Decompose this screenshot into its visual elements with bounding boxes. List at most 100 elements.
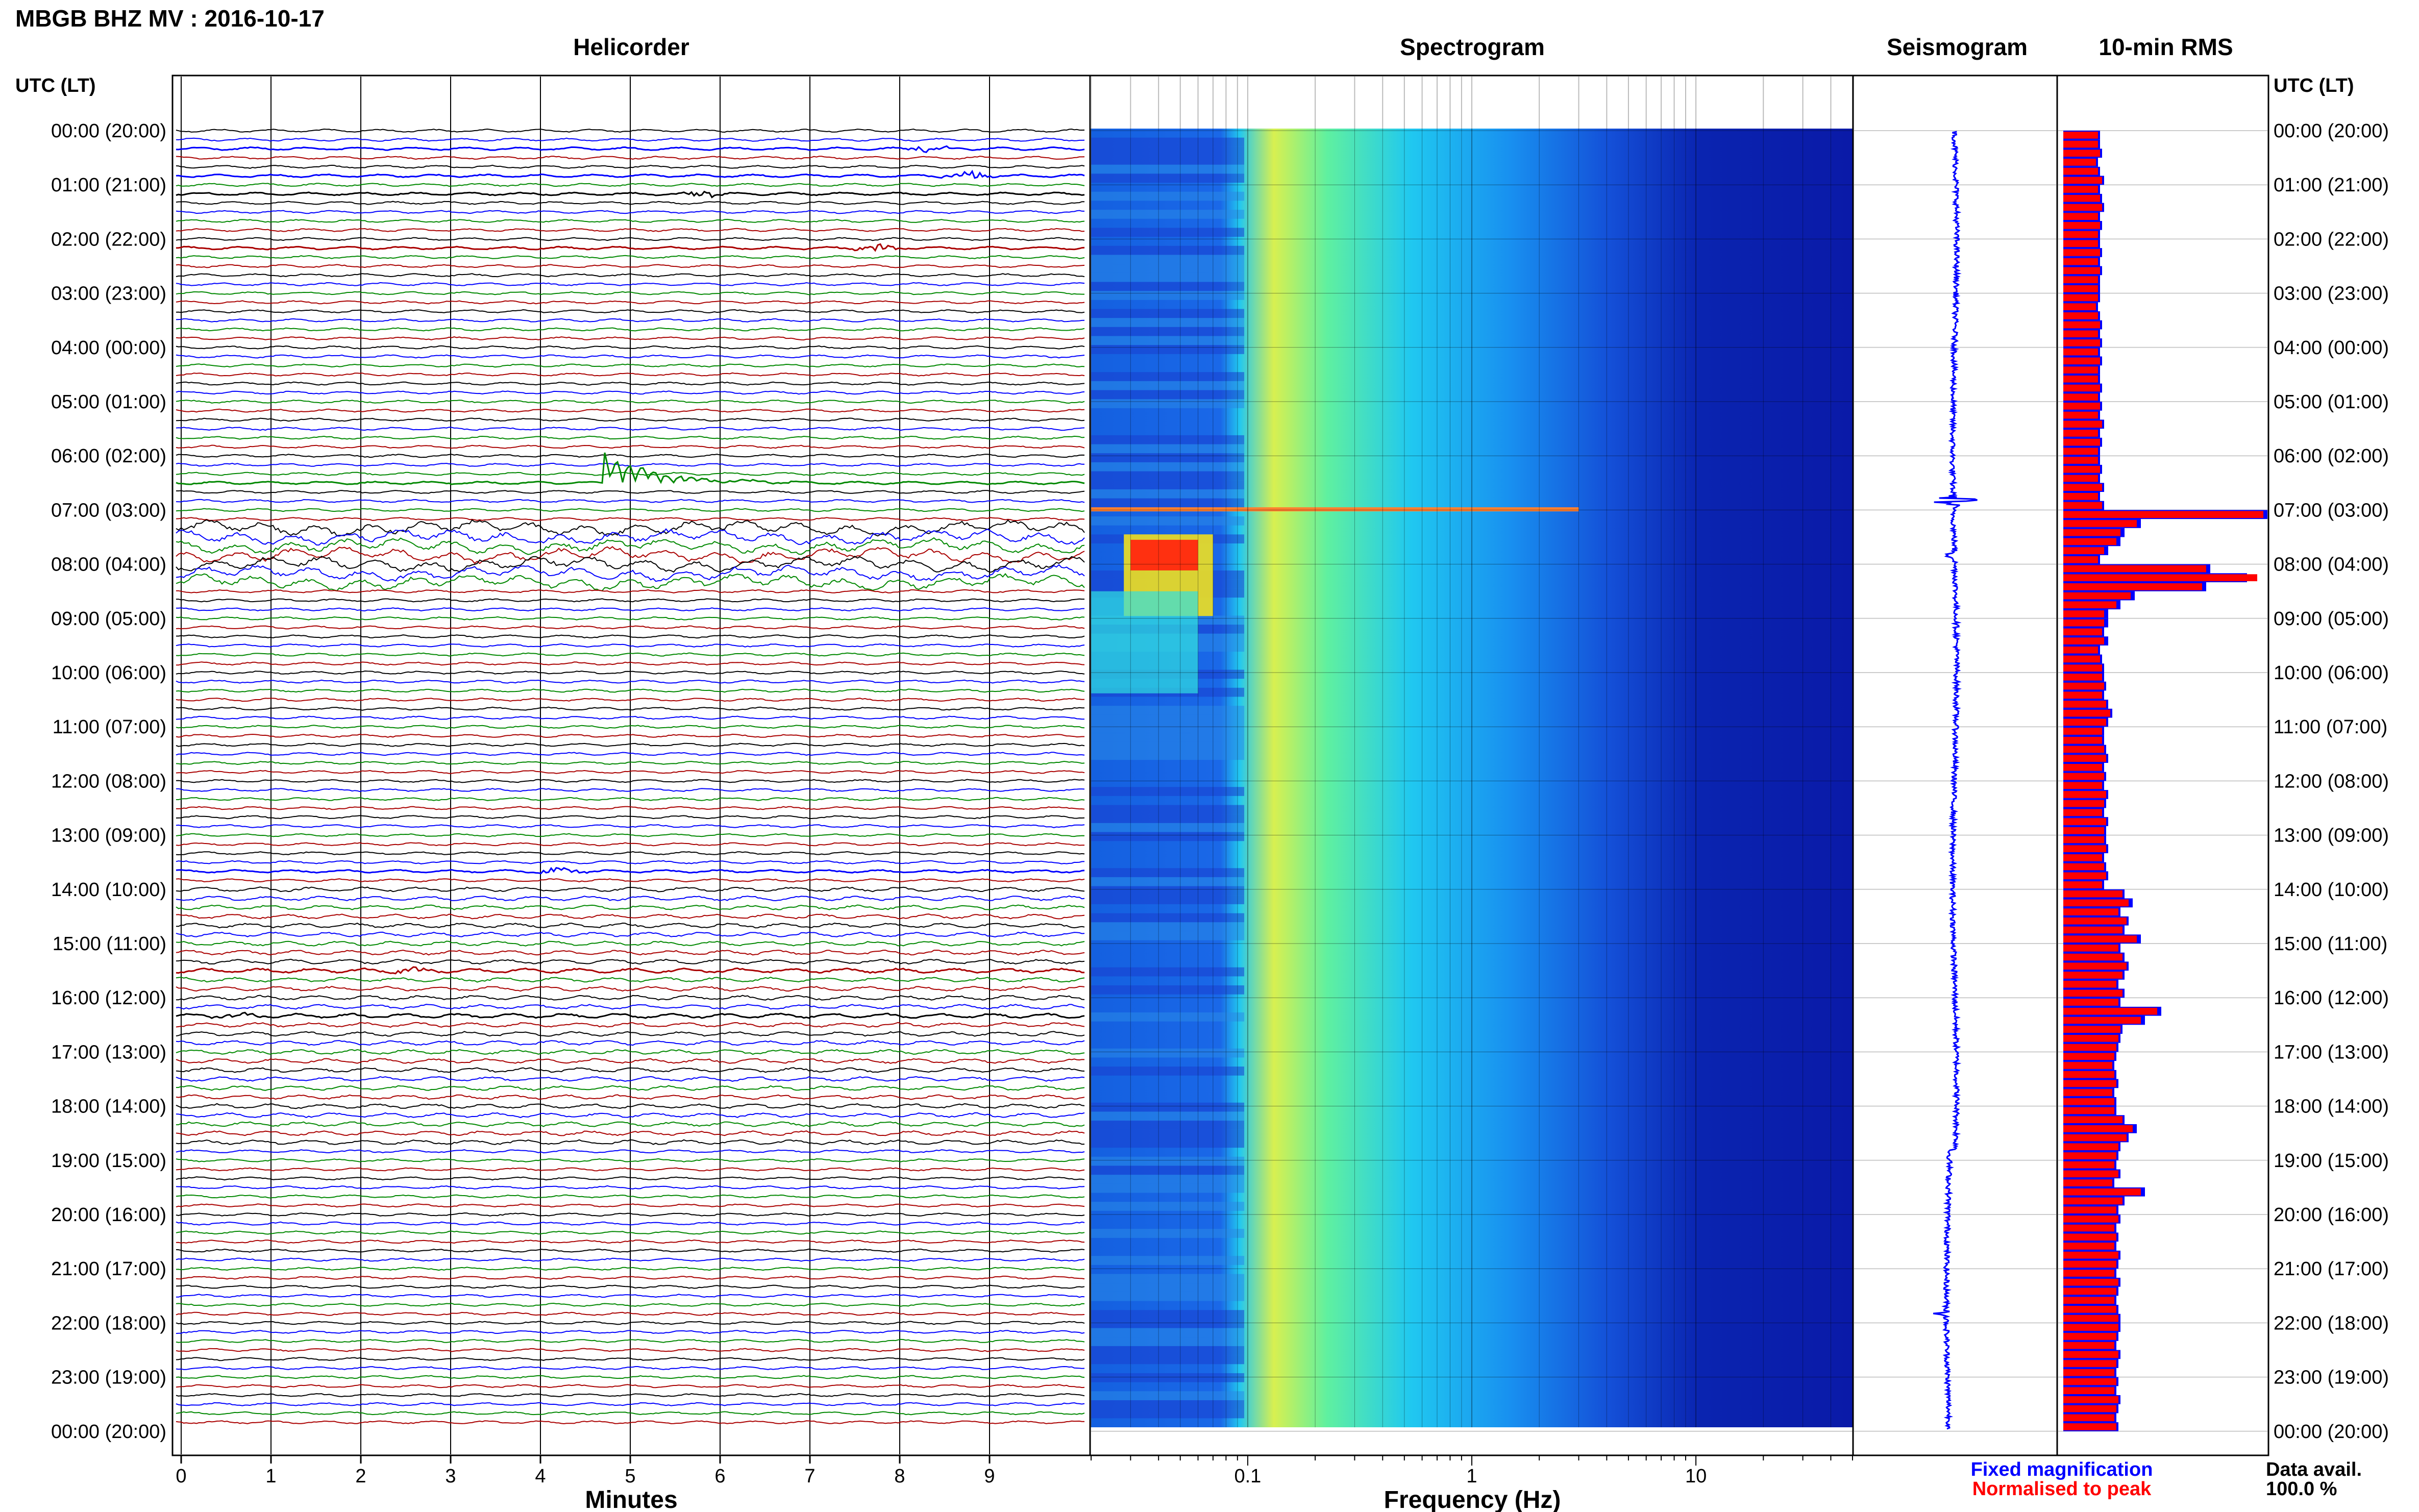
rms-bar-normalised xyxy=(2063,538,2116,546)
spectrogram-row-band xyxy=(1091,372,1244,381)
rms-bar-normalised xyxy=(2063,204,2102,211)
helicorder-trace xyxy=(176,1085,1085,1091)
helicorder-trace xyxy=(176,1094,1085,1100)
spectrogram-row-band xyxy=(1091,1175,1244,1184)
spectrogram-row-band xyxy=(1091,733,1244,742)
time-label-left: 01:00 (21:00) xyxy=(51,175,166,196)
rms-bar-normalised xyxy=(2063,1306,2116,1313)
spectrogram-row-band xyxy=(1091,1310,1244,1319)
time-label-right: 06:00 (02:00) xyxy=(2274,445,2389,467)
helicorder-trace xyxy=(176,190,1085,199)
helicorder-trace xyxy=(176,679,1085,684)
helicorder-x-tick-label: 6 xyxy=(714,1466,725,1487)
rms-bar-normalised xyxy=(2063,619,2104,627)
rms-bar-normalised xyxy=(2063,592,2131,600)
helicorder-trace xyxy=(176,1158,1085,1162)
spectrogram-row-band xyxy=(1091,814,1244,823)
spectrogram-row-band xyxy=(1091,823,1244,832)
helicorder-trace xyxy=(176,1058,1085,1064)
helicorder-trace xyxy=(176,164,1085,169)
time-label-right: 04:00 (00:00) xyxy=(2274,337,2389,359)
rms-bar-normalised xyxy=(2063,1324,2118,1331)
rms-panel xyxy=(2056,75,2269,1456)
helicorder-trace xyxy=(176,417,1085,422)
helicorder-trace xyxy=(176,508,1085,512)
helicorder-trace xyxy=(176,788,1085,792)
rms-grid xyxy=(2058,130,2267,1432)
helicorder-trace xyxy=(176,472,1085,476)
rms-bar-normalised xyxy=(2063,411,2098,419)
spectrogram-x-tick-label: 10 xyxy=(1685,1466,1707,1487)
rms-bar-normalised xyxy=(2063,1161,2114,1169)
rms-bar-normalised xyxy=(2063,393,2098,401)
rms-bar-normalised xyxy=(2063,1089,2112,1096)
rms-bar-normalised xyxy=(2063,222,2100,229)
time-label-right: 00:00 (20:00) xyxy=(2274,120,2389,142)
helicorder-trace xyxy=(176,1212,1085,1217)
time-label-right: 18:00 (14:00) xyxy=(2274,1096,2389,1118)
spectrogram-row-band xyxy=(1091,453,1244,462)
helicorder-trace xyxy=(176,752,1085,756)
rms-bar-normalised xyxy=(2063,863,2104,871)
rms-bar-normalised xyxy=(2063,908,2118,915)
rms-bar-normalised xyxy=(2063,1170,2118,1178)
rms-bar-normalised xyxy=(2063,989,2122,997)
spectrogram-row-band xyxy=(1091,1319,1244,1328)
helicorder-x-tick-label: 8 xyxy=(894,1466,905,1487)
helicorder-trace xyxy=(176,228,1085,232)
rms-bar-normalised xyxy=(2063,818,2106,825)
helicorder-trace xyxy=(176,931,1085,938)
time-label-left: 16:00 (12:00) xyxy=(51,987,166,1009)
helicorder-trace xyxy=(176,1275,1085,1280)
rms-bar-normalised xyxy=(2063,691,2102,699)
spectrogram-row-band xyxy=(1091,173,1244,183)
helicorder-trace xyxy=(176,273,1085,278)
helicorder-trace xyxy=(176,1230,1085,1235)
helicorder-trace xyxy=(176,1402,1085,1406)
rms-bar-normalised xyxy=(2063,484,2102,491)
helicorder-traces xyxy=(176,128,1085,1425)
data-avail-label: Data avail. xyxy=(2266,1459,2362,1480)
rms-bar-normalised xyxy=(2063,674,2102,681)
helicorder-trace xyxy=(176,327,1085,332)
spectrogram-row-band xyxy=(1091,444,1244,454)
rms-bar-normalised xyxy=(2063,1233,2116,1241)
helicorder-trace xyxy=(176,309,1085,314)
helicorder-trace xyxy=(176,1039,1085,1046)
rms-bar-normalised xyxy=(2063,926,2122,934)
helicorder-trace xyxy=(176,797,1085,801)
time-label-right: 19:00 (15:00) xyxy=(2274,1150,2389,1172)
spectrogram-row-band xyxy=(1091,282,1244,291)
spectrogram-row-band xyxy=(1091,245,1244,255)
helicorder-trace xyxy=(176,1267,1085,1271)
helicorder-trace xyxy=(176,1103,1085,1109)
rms-bar-normalised xyxy=(2063,1134,2127,1142)
rms-bar-normalised xyxy=(2063,890,2122,898)
rms-bar-normalised xyxy=(2063,375,2098,383)
spectrogram-panel: 0.1 1 10 xyxy=(1089,75,1854,1487)
helicorder-x-tick-label: 7 xyxy=(804,1466,815,1487)
spectrogram-row-band xyxy=(1091,1111,1244,1121)
rms-bar-normalised xyxy=(2063,1405,2116,1412)
helicorder-panel: 0 1 2 3 4 5 6 7 8 9 xyxy=(171,75,1091,1487)
time-label-left: 15:00 (11:00) xyxy=(53,933,166,955)
rms-bar-normalised xyxy=(2063,1197,2122,1205)
helicorder-trace xyxy=(176,444,1085,449)
rms-bar-normalised xyxy=(2063,701,2106,708)
helicorder-trace xyxy=(176,427,1085,431)
time-label-left: 06:00 (02:00) xyxy=(51,445,166,467)
helicorder-trace xyxy=(176,1420,1084,1425)
helicorder-trace xyxy=(176,1357,1085,1361)
helicorder-trace xyxy=(176,291,1084,295)
rms-bars xyxy=(2063,131,2267,1431)
helicorder-trace xyxy=(176,625,1085,630)
helicorder-trace xyxy=(176,958,1085,965)
time-label-left: 04:00 (00:00) xyxy=(51,337,166,359)
spectrogram-events xyxy=(1091,507,1579,693)
spectrogram-row-band xyxy=(1091,435,1244,444)
time-label-right: 12:00 (08:00) xyxy=(2274,771,2389,792)
spectrogram-row-band xyxy=(1091,868,1244,877)
rms-bar-normalised xyxy=(2063,1152,2116,1159)
rms-bar-normalised xyxy=(2063,312,2098,319)
helicorder-grid xyxy=(181,77,990,1454)
